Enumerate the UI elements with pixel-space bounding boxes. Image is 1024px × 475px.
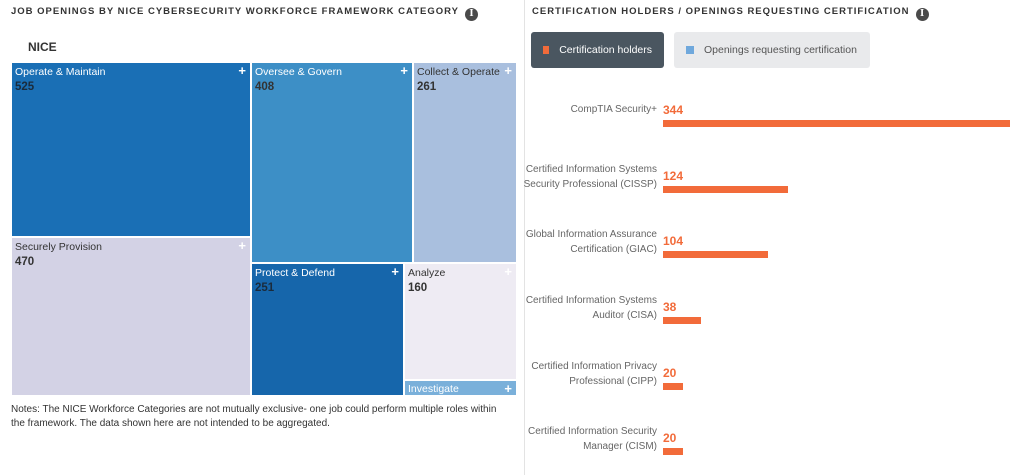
expand-plus-icon[interactable]: +	[504, 264, 512, 279]
cert-category-label: Certified Information Systems Security P…	[523, 164, 657, 190]
info-icon[interactable]: i	[915, 8, 929, 21]
expand-plus-icon[interactable]: +	[391, 264, 399, 279]
treemap-tile-label: Securely Provision	[15, 241, 102, 253]
cert-value-label: 344	[663, 103, 684, 117]
cert-bar-holders[interactable]	[663, 383, 683, 390]
panel-divider	[524, 0, 525, 475]
treemap-tile-value: 160	[408, 282, 428, 294]
treemap-tile-label: Collect & Operate	[417, 66, 500, 78]
expand-plus-icon[interactable]: +	[238, 238, 246, 253]
expand-plus-icon[interactable]: +	[400, 63, 408, 78]
cert-bar-holders[interactable]	[663, 186, 788, 193]
treemap-tile-analyze[interactable]: Analyze 160 +	[404, 263, 517, 380]
info-icon[interactable]: i	[464, 8, 478, 21]
expand-plus-icon[interactable]: +	[504, 63, 512, 78]
treemap-chart: Operate & Maintain 525 + Securely Provision…	[11, 62, 517, 396]
treemap-tile-label: Operate & Maintain	[15, 66, 106, 78]
cert-category-label: Global Information Assurance Certificati…	[525, 229, 657, 255]
treemap-tile-value: 470	[15, 256, 35, 268]
treemap-tile-label: Protect & Defend	[255, 267, 335, 279]
treemap-tile-collect-and-operate[interactable]: Collect & Operate 261 +	[413, 62, 517, 263]
treemap-tile-operate-and-maintain[interactable]: Operate & Maintain 525 +	[11, 62, 251, 237]
cert-value-label: 104	[663, 234, 684, 248]
treemap-tile-investigate[interactable]: Investigate +	[404, 380, 517, 396]
cert-value-label: 124	[663, 169, 684, 183]
cert-value-label: 20	[663, 431, 677, 445]
cert-category-label: Certified Information Security Manager (…	[528, 426, 657, 452]
treemap-tile-protect-and-defend[interactable]: Protect & Defend 251 +	[251, 263, 404, 396]
treemap-tile-oversee-and-govern[interactable]: Oversee & Govern 408 +	[251, 62, 413, 263]
treemap-tile-label: Investigate	[408, 383, 459, 395]
expand-plus-icon[interactable]: +	[238, 63, 246, 78]
treemap-tile-securely-provision[interactable]: Securely Provision 470 +	[11, 237, 251, 396]
holders-swatch	[543, 46, 550, 54]
cert-title-text: CERTIFICATION HOLDERS / OPENINGS REQUEST…	[532, 6, 910, 17]
treemap-root-label: NICE	[28, 40, 57, 54]
legend-holders-label: Certification holders	[559, 44, 652, 56]
cert-bar-holders[interactable]	[663, 317, 701, 324]
treemap-tile-value: 261	[417, 81, 437, 93]
cert-panel-title: CERTIFICATION HOLDERS / OPENINGS REQUEST…	[532, 6, 929, 21]
cert-bar-holders[interactable]	[663, 448, 683, 455]
treemap-tile-label: Analyze	[408, 267, 446, 279]
cert-category-label: Certified Information Systems Auditor (C…	[525, 295, 657, 321]
cert-category-label: CompTIA Security+	[570, 104, 657, 115]
legend-button-holders[interactable]: Certification holders	[531, 32, 664, 68]
treemap-title-text: JOB OPENINGS BY NICE CYBERSECURITY WORKF…	[11, 6, 459, 17]
treemap-tile-label: Oversee & Govern	[255, 66, 342, 78]
cert-category-label: Certified Information Privacy Profession…	[531, 361, 657, 387]
cert-bar-holders[interactable]	[663, 251, 768, 258]
treemap-tile-value: 408	[255, 81, 275, 93]
treemap-tile-value: 251	[255, 282, 275, 294]
expand-plus-icon[interactable]: +	[504, 381, 512, 396]
cert-value-label: 38	[663, 300, 677, 314]
treemap-tile-value: 525	[15, 81, 35, 93]
cert-bar-holders[interactable]	[663, 120, 1010, 127]
legend-openings-label: Openings requesting certification	[704, 44, 857, 56]
notes-text: Notes: The NICE Workforce Categories are…	[11, 404, 497, 429]
openings-swatch	[686, 46, 694, 54]
legend-button-openings[interactable]: Openings requesting certification	[674, 32, 870, 68]
cert-value-label: 20	[663, 366, 677, 380]
treemap-panel-title: JOB OPENINGS BY NICE CYBERSECURITY WORKF…	[11, 6, 478, 21]
